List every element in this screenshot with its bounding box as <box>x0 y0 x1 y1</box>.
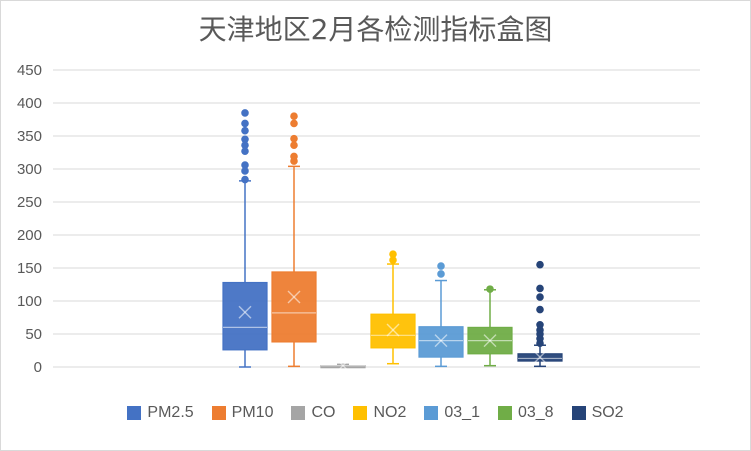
legend-swatch <box>353 406 368 420</box>
outlier-point <box>290 112 298 120</box>
outlier-point <box>437 270 445 278</box>
chart-title: 天津地区2月各检测指标盒图 <box>198 13 553 46</box>
outlier-point <box>241 119 249 128</box>
legend-swatch <box>497 406 512 420</box>
y-tick-label: 400 <box>17 95 42 112</box>
y-tick-label: 50 <box>25 326 42 343</box>
outlier-point <box>486 285 494 293</box>
outlier-point <box>241 161 249 169</box>
outlier-point <box>290 141 298 150</box>
outlier-point <box>389 250 397 258</box>
legend-item: NO2 <box>353 404 406 422</box>
box-NO2 <box>370 313 416 349</box>
legend-swatch <box>571 406 586 420</box>
y-tick-label: 150 <box>17 260 42 277</box>
legend-item: 03_8 <box>497 404 554 422</box>
y-tick-label: 300 <box>17 161 42 178</box>
box-PM2.5 <box>222 281 268 351</box>
legend-swatch <box>291 406 306 420</box>
outlier-point <box>290 152 298 161</box>
legend-item: PM2.5 <box>127 404 194 422</box>
mean-marker <box>238 305 252 319</box>
outlier-point <box>290 119 298 128</box>
box-03_1 <box>418 326 464 358</box>
legend-label: NO2 <box>373 404 407 421</box>
mean-marker <box>386 323 400 337</box>
legend-label: 03_8 <box>517 404 554 421</box>
legend-item: 03_1 <box>424 404 480 422</box>
legend-label: SO2 <box>591 404 624 421</box>
outlier-point <box>241 126 249 135</box>
outlier-point <box>241 175 249 184</box>
y-tick-label: 350 <box>17 128 42 145</box>
legend-swatch <box>127 406 142 420</box>
box-PM10 <box>271 271 317 343</box>
outlier-point <box>437 262 445 270</box>
outlier-point <box>536 293 544 301</box>
legend-label: PM2.5 <box>147 404 194 421</box>
mean-marker <box>533 350 547 364</box>
outlier-point <box>241 135 249 144</box>
mean-marker <box>434 334 448 348</box>
mean-marker <box>336 359 350 373</box>
y-tick-label: 0 <box>34 359 42 376</box>
legend-label: PM10 <box>231 404 274 421</box>
mean-marker <box>483 334 497 348</box>
y-tick-label: 100 <box>17 293 42 310</box>
legend-swatch <box>211 406 226 420</box>
y-tick-label: 450 <box>17 62 42 79</box>
outlier-point <box>290 134 298 143</box>
outlier-point <box>536 305 544 314</box>
legend-label: 03_1 <box>444 404 480 421</box>
outlier-point <box>536 260 544 269</box>
outlier-point <box>536 320 544 329</box>
legend-item: PM10 <box>211 404 274 422</box>
legend-label: CO <box>311 404 336 421</box>
legend: PM2.5 PM10 CO NO2 03_1 03_8 SO2 <box>0 401 751 425</box>
legend-item: CO <box>291 404 335 422</box>
y-tick-label: 200 <box>17 227 42 244</box>
outlier-point <box>241 109 249 117</box>
legend-swatch <box>424 406 439 420</box>
outlier-point <box>536 284 544 293</box>
legend-item: SO2 <box>571 404 624 422</box>
mean-marker <box>287 290 301 304</box>
y-tick-label: 250 <box>17 194 42 211</box>
